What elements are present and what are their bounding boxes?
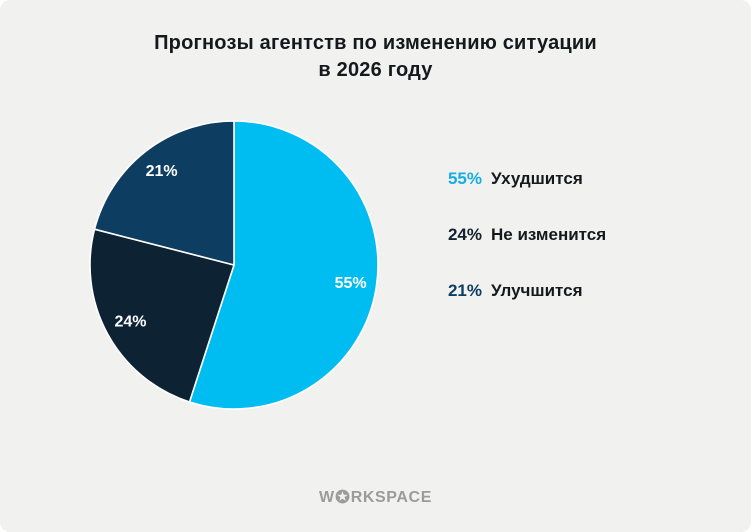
- legend-value-improve: 21%: [447, 281, 482, 300]
- legend-value-no-change: 24%: [447, 225, 482, 244]
- brand-prefix: W: [319, 489, 335, 506]
- chart-title-line1: Прогнозы агентств по изменению ситуации: [154, 32, 597, 54]
- legend-label-worsen: Ухудшится: [491, 169, 583, 188]
- workspace-logo: W RKSPACE: [0, 489, 751, 509]
- pie-slice-Не изменится: [89, 228, 235, 403]
- pie-slice-Ухудшится: [188, 120, 379, 410]
- chart-legend: 55% Ухудшится 24% Не изменится 21% Улучш…: [442, 169, 606, 337]
- chart-title: Прогнозы агентств по изменению ситуации …: [0, 30, 751, 84]
- legend-item-no-change: 24% Не изменится: [442, 225, 606, 245]
- brand-suffix: RKSPACE: [350, 489, 432, 506]
- pie-chart-area: 55% 24% 21%: [84, 115, 384, 415]
- pie-slice-label-0: 55%: [335, 275, 367, 292]
- legend-item-worsen: 55% Ухудшится: [442, 169, 606, 189]
- legend-item-improve: 21% Улучшится: [442, 281, 606, 301]
- pie-slice-label-1: 24%: [114, 313, 146, 330]
- pie-slice-label-2: 21%: [146, 163, 178, 180]
- circled-star-icon: [335, 489, 350, 509]
- legend-label-improve: Улучшится: [491, 281, 583, 300]
- pie-slice-Улучшится: [93, 120, 235, 266]
- chart-title-line2: в 2026 году: [318, 59, 433, 81]
- legend-label-no-change: Не изменится: [491, 225, 607, 244]
- pie-chart: 55% 24% 21%: [89, 120, 379, 410]
- legend-value-worsen: 55%: [447, 169, 482, 188]
